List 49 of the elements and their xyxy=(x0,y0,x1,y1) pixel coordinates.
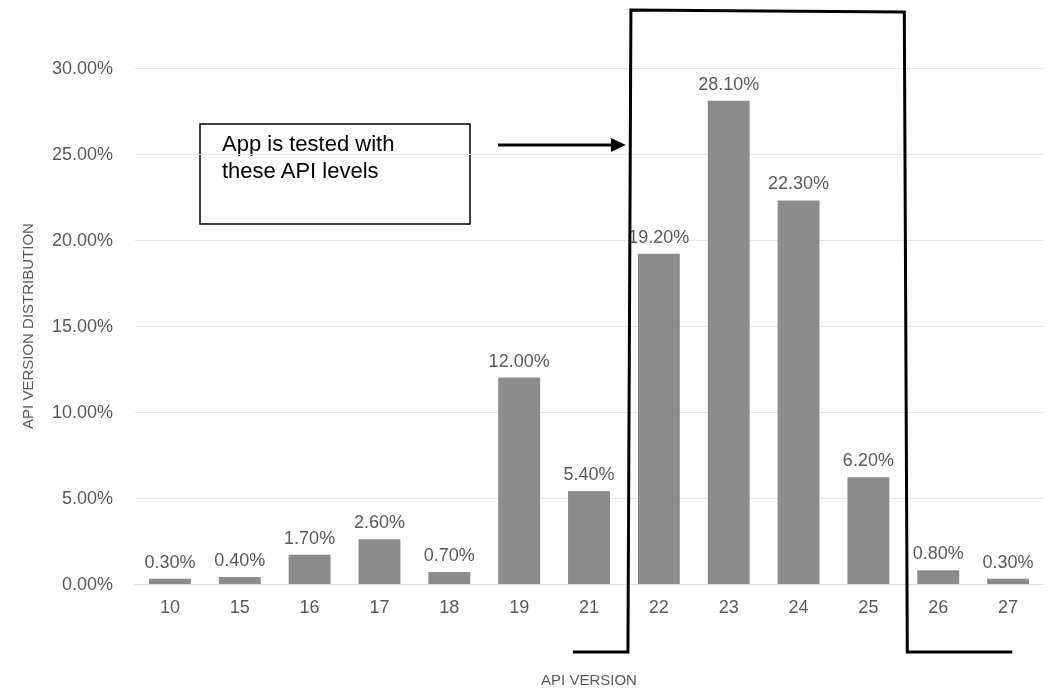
x-tick-label: 18 xyxy=(439,597,460,617)
bar xyxy=(847,477,890,584)
y-axis-title: API VERSION DISTRIBUTION xyxy=(19,223,36,429)
x-tick-label: 27 xyxy=(998,597,1019,617)
x-tick-label: 24 xyxy=(788,597,809,617)
x-tick-label: 26 xyxy=(928,597,949,617)
data-label: 0.70% xyxy=(423,544,475,565)
data-label: 0.30% xyxy=(144,551,196,572)
data-label: 2.60% xyxy=(353,512,405,533)
y-tick-label: 15.00% xyxy=(51,316,113,336)
bar xyxy=(148,578,191,584)
data-label: 0.30% xyxy=(982,551,1034,572)
y-tick-label: 30.00% xyxy=(51,58,113,78)
bar xyxy=(288,554,331,584)
bar xyxy=(428,571,471,584)
y-tick-label: 5.00% xyxy=(61,488,113,508)
bar xyxy=(917,570,960,584)
bar xyxy=(358,539,401,584)
x-tick-label: 22 xyxy=(648,597,669,617)
x-tick-label: 17 xyxy=(369,597,390,617)
bar xyxy=(987,578,1030,584)
bar xyxy=(218,577,261,584)
data-label: 0.80% xyxy=(912,543,964,564)
data-label: 22.30% xyxy=(768,173,830,194)
x-tick-label: 21 xyxy=(578,597,600,617)
y-tick-label: 25.00% xyxy=(51,144,113,164)
data-label: 0.40% xyxy=(214,550,266,571)
y-tick-label: 10.00% xyxy=(51,402,113,422)
y-tick-label: 20.00% xyxy=(51,230,113,250)
bar xyxy=(568,491,610,584)
data-label: 1.70% xyxy=(284,527,336,548)
bar xyxy=(777,200,820,584)
x-tick-label: 16 xyxy=(299,597,320,617)
x-tick-label: 15 xyxy=(229,597,250,617)
data-label: 28.10% xyxy=(698,73,760,94)
annotation: App is tested with these API levels xyxy=(222,131,401,183)
x-tick-label: 25 xyxy=(858,597,879,617)
y-tick-label: 0.00% xyxy=(61,574,113,594)
data-label: 6.20% xyxy=(842,450,894,471)
bar xyxy=(498,377,541,584)
x-tick-label: 19 xyxy=(509,597,530,617)
x-tick-label: 23 xyxy=(718,597,739,617)
bar xyxy=(637,253,680,584)
data-label: 19.20% xyxy=(628,226,690,247)
bar xyxy=(707,100,750,584)
data-label: 5.40% xyxy=(563,464,615,485)
x-axis-title: API VERSION xyxy=(541,671,637,688)
data-label: 12.00% xyxy=(488,350,550,371)
x-tick-label: 10 xyxy=(159,597,180,617)
